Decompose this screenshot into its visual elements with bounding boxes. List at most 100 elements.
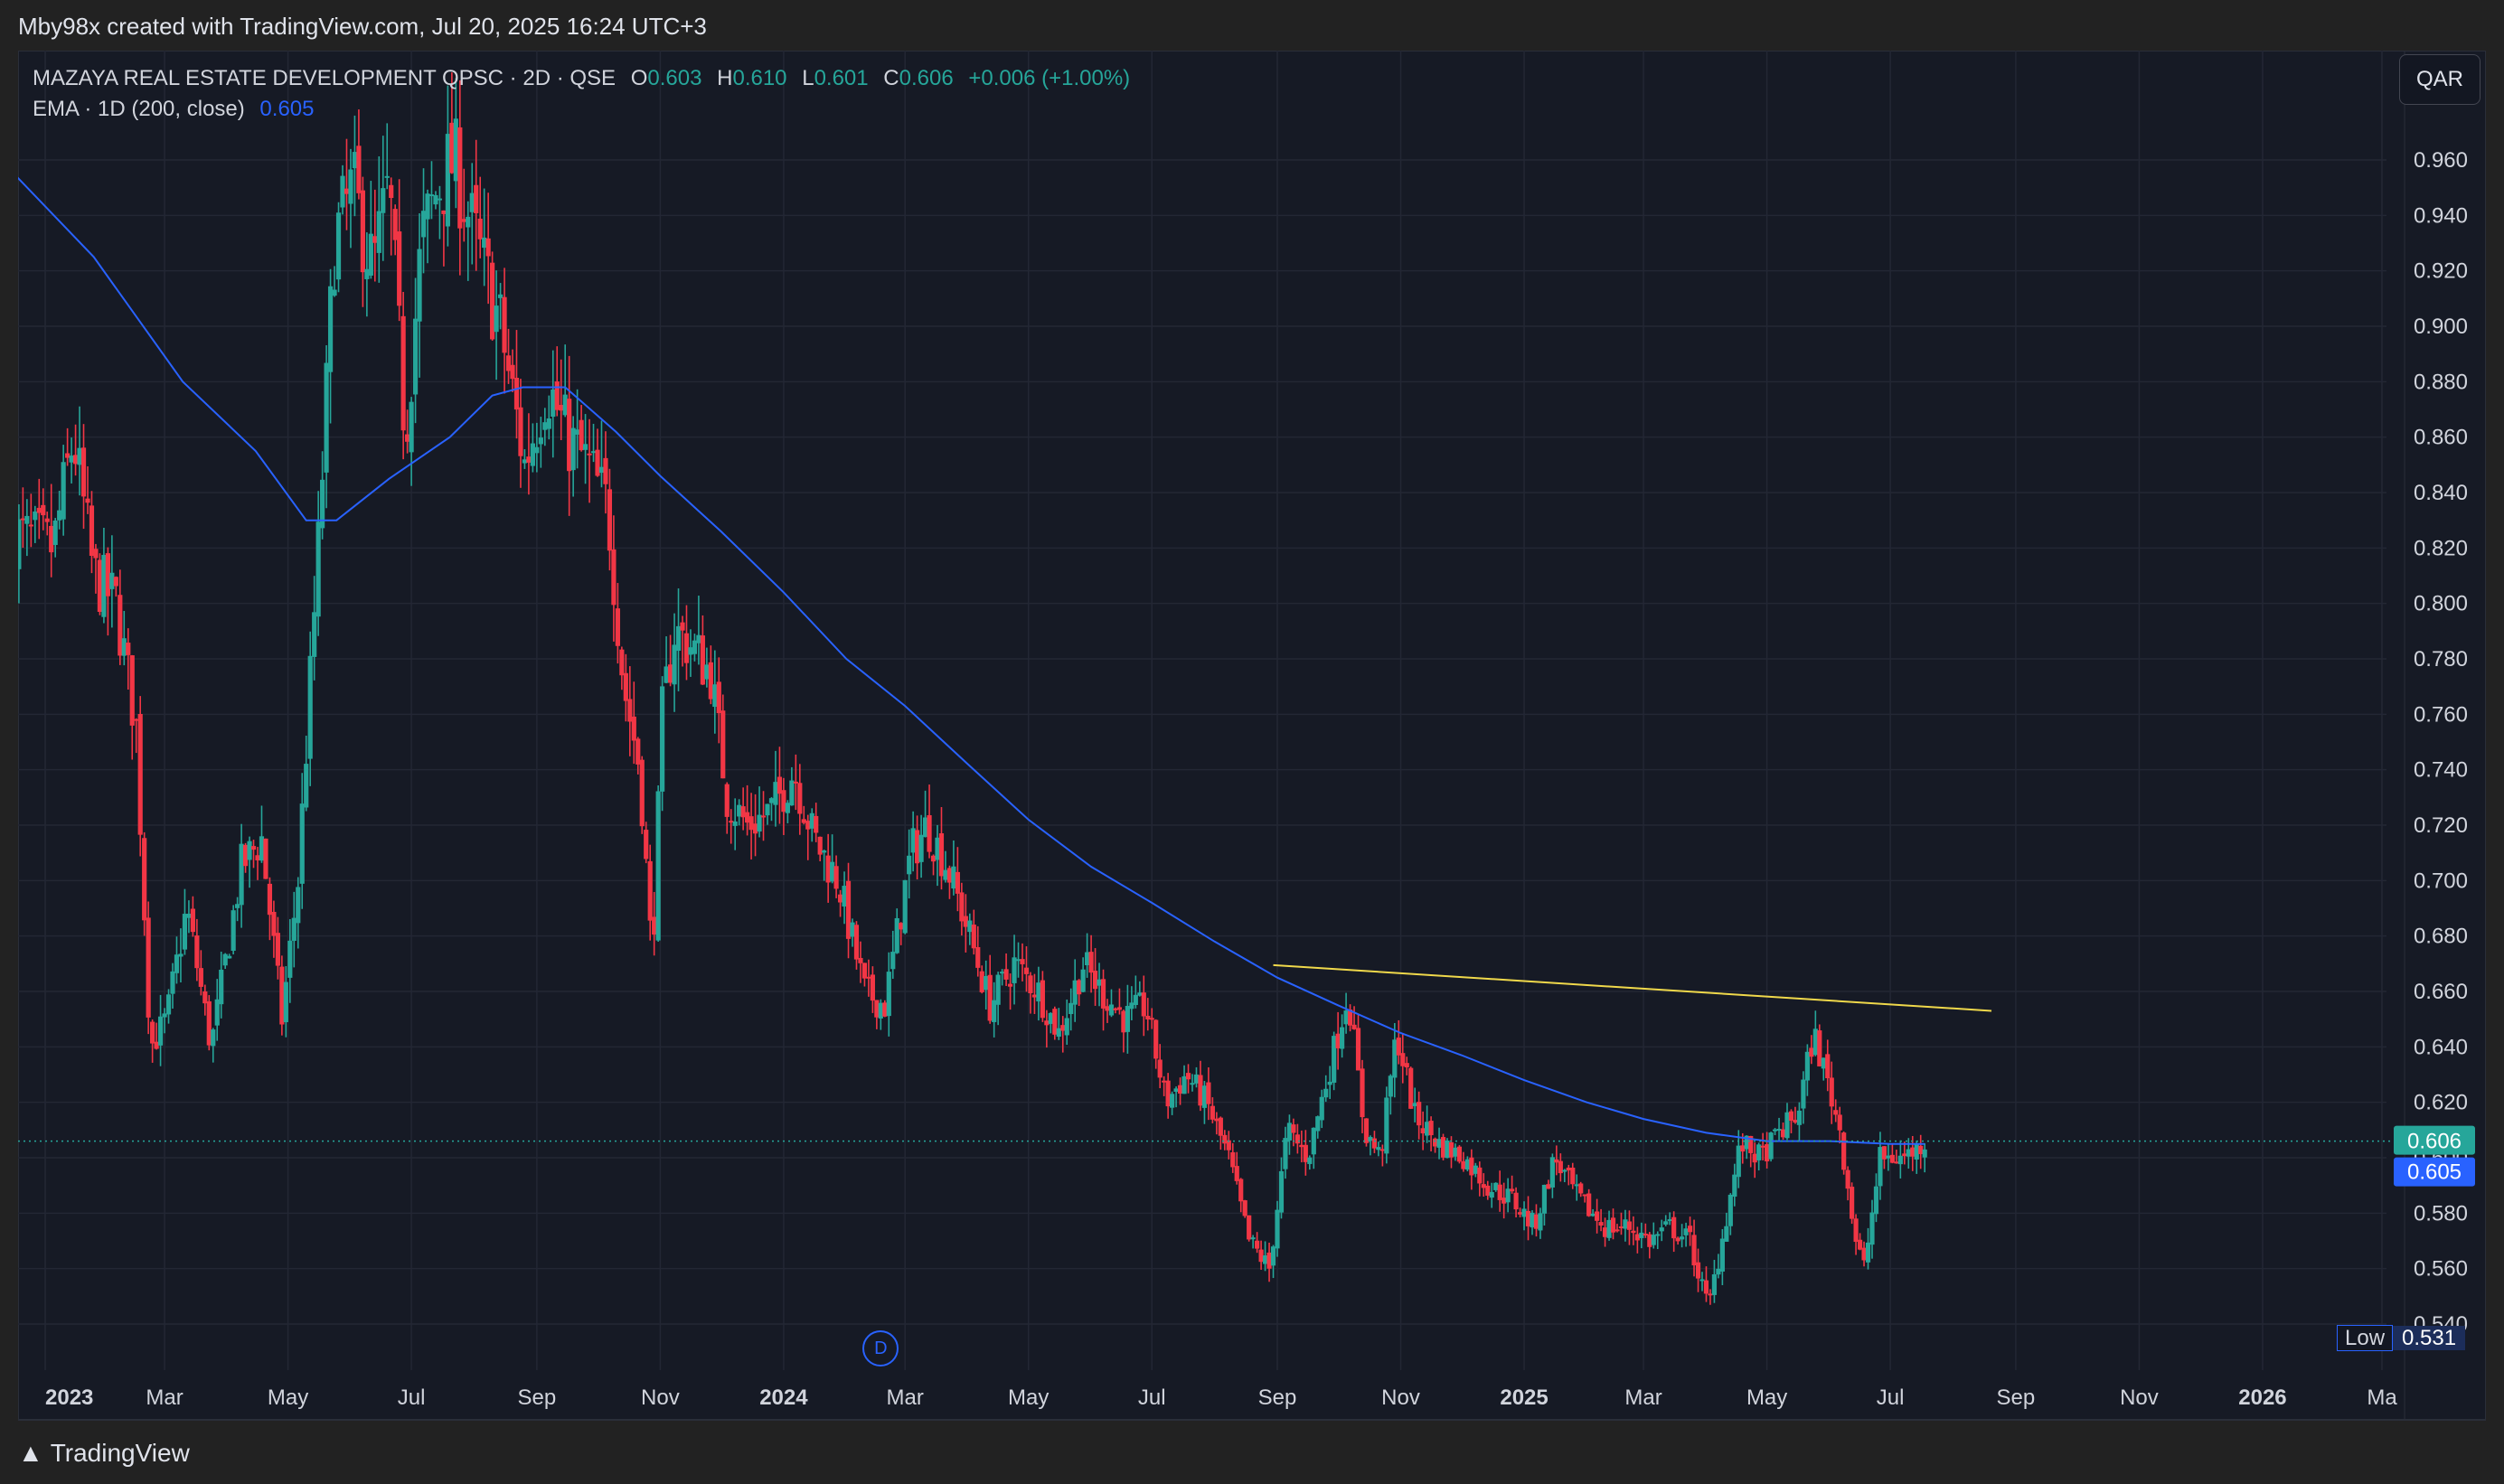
candle-body [1631,1230,1636,1234]
candle-body [1493,1182,1499,1190]
top-bar: Mby98x created with TradingView.com, Jul… [0,0,2504,51]
candle-body [65,453,71,458]
candle-body [1878,1147,1883,1187]
candle-body [943,869,948,880]
candle-body [1234,1166,1239,1181]
high-value: 0.610 [732,66,787,90]
candle-body [1586,1193,1592,1216]
candle-body [683,633,690,663]
low-marker: Low 0.531 [2337,1325,2466,1352]
candle-body [1732,1174,1737,1198]
candle-body [915,830,920,864]
tradingview-logo[interactable]: ▲ TradingView [18,1439,190,1468]
candle-body [36,507,42,513]
candle-body [469,193,475,212]
candle-body [1865,1242,1871,1263]
dividend-event-marker[interactable]: D [862,1330,899,1367]
candle-body [1072,980,1078,1005]
candle-body [842,886,847,907]
candle-body [765,803,770,816]
x-tick-label: Sep [1258,1385,1297,1410]
candle-body [1671,1216,1677,1239]
y-tick-label: 0.620 [2414,1091,2468,1115]
candle-body [1837,1114,1842,1131]
candle-body [129,655,135,726]
candle-body [1590,1213,1596,1216]
candle-body [1133,994,1138,1006]
candle-body [52,520,58,545]
candle-body [1464,1159,1470,1170]
candle-body [1626,1221,1633,1230]
candle-body [1425,1122,1430,1136]
candle-body [1595,1211,1600,1221]
candle-body [89,505,95,557]
candle-body [866,976,871,979]
candle-body [1695,1262,1701,1279]
candle-body [1578,1183,1584,1194]
symbol-name[interactable]: MAZAYA REAL ESTATE DEVELOPMENT QPSC · 2D… [33,66,617,90]
candle-body [320,479,325,529]
candle-body [327,286,334,372]
price-chart[interactable]: 0.5400.5600.5800.6000.6200.6400.6600.680… [18,51,2486,1421]
candle-body [938,833,945,877]
candle-body [154,1041,159,1049]
candle-body [874,1000,880,1018]
candle-body [1857,1239,1863,1250]
candle-body [279,966,285,1025]
candle-body [785,803,790,813]
candle-body [1804,1051,1810,1081]
candle-body [105,553,110,596]
candle-body [1162,1080,1167,1083]
currency-button[interactable]: QAR [2399,54,2480,105]
candle-body [1566,1167,1571,1170]
candle-body [1376,1147,1381,1151]
candle-body [660,686,665,792]
candle-body [922,817,928,838]
candle-body [1347,1010,1353,1026]
candle-body [1149,1018,1154,1020]
candle-body [1384,1097,1389,1154]
candle-body [1307,1157,1313,1164]
candle-body [777,776,783,794]
candle-body [182,914,188,950]
y-tick-label: 0.960 [2414,148,2468,173]
candle-body [1068,1002,1074,1015]
candle-body [959,892,965,922]
candle-body [1319,1096,1324,1121]
candle-body [206,1000,212,1046]
candle-body [1675,1237,1680,1242]
candle-body [97,559,103,613]
candle-body [567,399,572,472]
candle-body [745,812,750,823]
candle-body [1436,1139,1442,1148]
candle-body [1760,1145,1765,1148]
candle-body [364,268,370,279]
candle-body [198,968,203,987]
candle-body [1530,1212,1535,1228]
candle-body [1327,1081,1332,1085]
candle-body [126,643,131,655]
candle-body [384,175,390,178]
candle-body [1618,1226,1624,1229]
candle-body [542,422,548,430]
candle-body [615,608,620,646]
y-tick-label: 0.880 [2414,370,2468,394]
candle-body [1121,1010,1126,1033]
candle-body [1012,957,1017,983]
candle-body [902,879,908,934]
candle-body [307,655,313,759]
candle-body [1845,1169,1850,1189]
candle-body [675,625,682,652]
candle-body [348,169,353,204]
candle-body [1206,1082,1211,1104]
candle-body [1809,1047,1814,1057]
x-tick-label: Jul [1138,1385,1166,1410]
candle-body [890,952,896,970]
ema-label[interactable]: EMA · 1D (200, close) [33,97,245,121]
candle-body [101,554,107,617]
candle-body [202,991,208,1004]
candle-body [522,459,528,464]
candle-body [971,925,976,949]
candle-body [1461,1160,1466,1169]
candle-body [1275,1209,1280,1249]
